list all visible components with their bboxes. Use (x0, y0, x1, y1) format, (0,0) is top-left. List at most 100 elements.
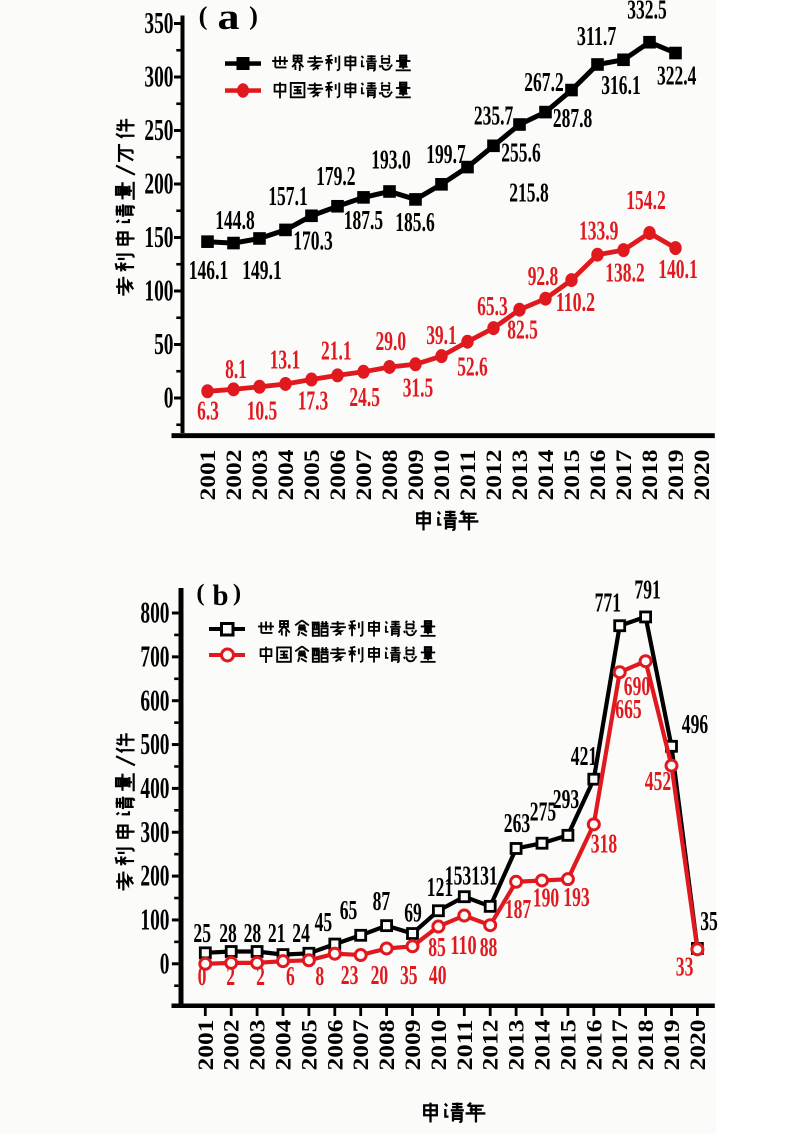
svg-text:421: 421 (571, 741, 597, 772)
svg-text:690: 690 (624, 671, 650, 702)
svg-text:2006: 2006 (322, 1020, 347, 1071)
svg-text:153: 153 (445, 860, 471, 891)
svg-text:300: 300 (140, 815, 169, 849)
svg-text:149.1: 149.1 (242, 255, 281, 286)
svg-text:318: 318 (591, 828, 617, 859)
svg-text:40: 40 (429, 960, 447, 991)
svg-text:24: 24 (292, 918, 310, 949)
svg-text:771: 771 (595, 588, 621, 619)
svg-text:200: 200 (144, 167, 173, 201)
svg-text:316.1: 316.1 (601, 70, 640, 101)
svg-text:287.8: 287.8 (553, 103, 592, 134)
svg-text:2013: 2013 (507, 450, 532, 501)
svg-text:157.1: 157.1 (268, 181, 307, 212)
svg-text:600: 600 (140, 683, 169, 717)
svg-text:300: 300 (144, 60, 173, 94)
svg-text:69: 69 (404, 898, 422, 929)
svg-text:121: 121 (427, 872, 453, 903)
svg-text:2004: 2004 (271, 1020, 296, 1071)
svg-text:20: 20 (371, 960, 389, 991)
svg-text:(: ( (199, 1, 208, 31)
svg-text:665: 665 (615, 694, 641, 725)
svg-text:791: 791 (634, 574, 660, 605)
svg-text:35: 35 (700, 906, 718, 937)
svg-text:2002: 2002 (221, 450, 246, 501)
svg-text:88: 88 (480, 932, 498, 963)
svg-text:52.6: 52.6 (457, 351, 488, 382)
svg-text:92.8: 92.8 (528, 261, 559, 292)
svg-text:2018: 2018 (633, 1020, 658, 1071)
svg-text:13.1: 13.1 (270, 345, 301, 376)
svg-text:2005: 2005 (299, 450, 324, 501)
svg-text:b: b (213, 579, 229, 612)
svg-text:190: 190 (533, 883, 559, 914)
svg-text:2015: 2015 (555, 1020, 580, 1071)
svg-text:25: 25 (193, 918, 211, 949)
svg-text:17.3: 17.3 (298, 385, 329, 416)
svg-text:110.2: 110.2 (556, 287, 595, 318)
svg-text:700: 700 (140, 639, 169, 673)
svg-text:2011: 2011 (455, 450, 480, 501)
svg-text:2006: 2006 (325, 450, 350, 501)
svg-text:2008: 2008 (374, 1020, 399, 1071)
svg-text:6.3: 6.3 (197, 396, 219, 427)
svg-text:2009: 2009 (400, 1020, 425, 1071)
svg-text:2009: 2009 (403, 450, 428, 501)
svg-text:500: 500 (140, 727, 169, 761)
svg-text:400: 400 (140, 771, 169, 805)
svg-text:350: 350 (144, 6, 173, 40)
svg-text:193: 193 (563, 882, 589, 913)
svg-text:2007: 2007 (351, 450, 376, 501)
svg-text:332.5: 332.5 (627, 0, 666, 26)
svg-text:35: 35 (400, 960, 418, 991)
svg-text:179.2: 179.2 (316, 161, 355, 192)
svg-text:0: 0 (198, 961, 207, 992)
svg-text:(: ( (196, 580, 204, 607)
svg-text:250: 250 (144, 113, 173, 147)
svg-text:10.5: 10.5 (247, 396, 278, 427)
svg-text:2014: 2014 (533, 450, 558, 501)
svg-text:2017: 2017 (607, 1020, 632, 1071)
svg-text:2005: 2005 (296, 1020, 321, 1071)
svg-text:154.2: 154.2 (626, 185, 665, 216)
svg-text:50: 50 (154, 327, 173, 361)
svg-text:150: 150 (144, 220, 173, 254)
svg-text:2018: 2018 (637, 450, 662, 501)
svg-text:133.9: 133.9 (579, 216, 618, 247)
svg-text:144.8: 144.8 (215, 205, 254, 236)
svg-text:2011: 2011 (452, 1020, 477, 1071)
svg-text:2003: 2003 (247, 450, 272, 501)
svg-text:193.0: 193.0 (371, 144, 410, 175)
svg-text:45: 45 (315, 907, 333, 938)
svg-text:2007: 2007 (348, 1020, 373, 1071)
svg-text:2016: 2016 (581, 1020, 606, 1071)
svg-text:235.7: 235.7 (474, 101, 513, 132)
svg-text:2014: 2014 (530, 1020, 555, 1071)
svg-text:100: 100 (140, 903, 169, 937)
svg-text:496: 496 (682, 709, 708, 740)
svg-text:21.1: 21.1 (321, 336, 352, 367)
svg-text:255.6: 255.6 (501, 138, 540, 169)
svg-text:0: 0 (160, 946, 170, 980)
svg-text:31.5: 31.5 (403, 372, 434, 403)
svg-text:2015: 2015 (559, 450, 584, 501)
svg-text:200: 200 (140, 859, 169, 893)
svg-text:8.1: 8.1 (225, 354, 247, 385)
svg-text:24.5: 24.5 (349, 382, 380, 413)
svg-text:65.3: 65.3 (477, 291, 508, 322)
svg-text:39.1: 39.1 (426, 320, 457, 351)
svg-text:65: 65 (340, 895, 358, 926)
svg-text:2020: 2020 (685, 1020, 710, 1071)
svg-text:2017: 2017 (611, 450, 636, 501)
svg-text:2003: 2003 (245, 1020, 270, 1071)
svg-text:28: 28 (219, 918, 237, 949)
svg-text:267.2: 267.2 (524, 67, 563, 98)
svg-text:140.1: 140.1 (658, 254, 697, 285)
svg-text:187: 187 (505, 894, 531, 925)
svg-text:293: 293 (553, 784, 579, 815)
svg-text:0: 0 (164, 381, 174, 415)
svg-text:275: 275 (530, 797, 556, 828)
svg-text:23: 23 (341, 960, 359, 991)
svg-text:28: 28 (244, 918, 262, 949)
svg-text:170.3: 170.3 (293, 225, 332, 256)
